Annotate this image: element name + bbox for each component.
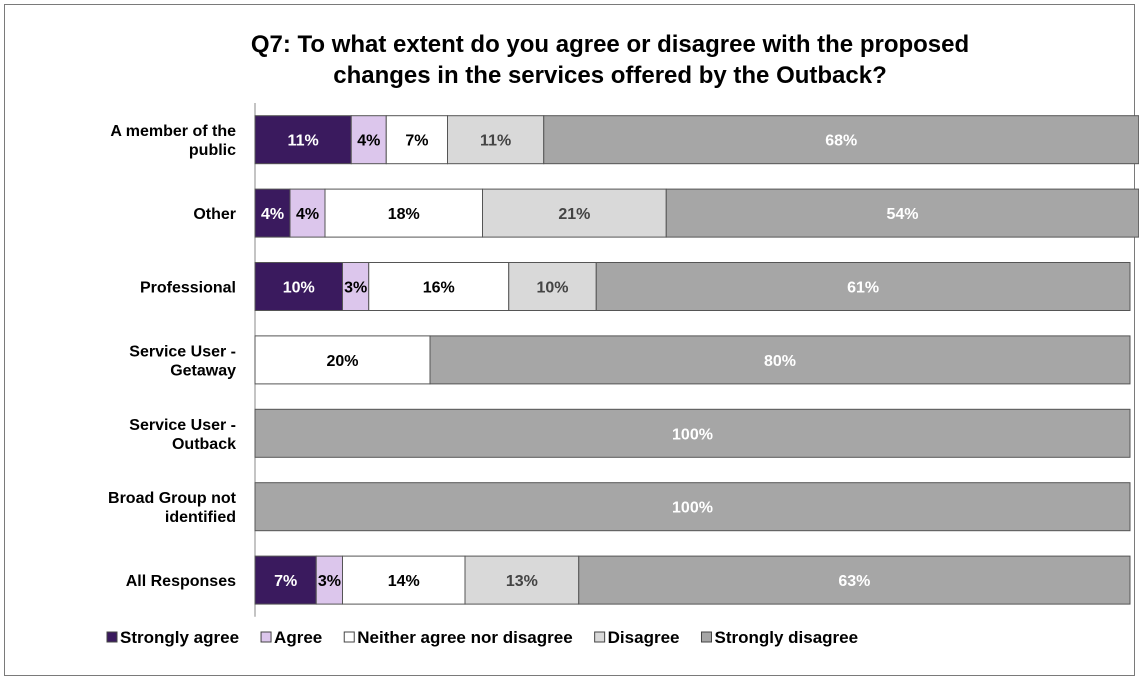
bar-agree-professional: [342, 262, 370, 311]
category-label-line: A member of the: [110, 123, 236, 140]
data-label-strongly-disagree-service-user-getaway: 80%: [764, 353, 796, 370]
data-label-agree-a-member-of-the-public: 4%: [357, 133, 380, 150]
legend-label-agree: Agree: [274, 628, 322, 647]
bar-strongly-disagree-all-responses: [578, 555, 1131, 605]
data-label-disagree-all-responses: 13%: [506, 573, 538, 590]
category-label-line: Service User -: [129, 343, 236, 360]
bar-strongly-disagree-service-user-outback: [254, 408, 1131, 458]
chart-title-line-2: changes in the services offered by the O…: [333, 62, 887, 89]
bar-neither-agree-nor-disagree-professional: [368, 262, 510, 311]
data-label-strongly-disagree-service-user-outback: 100%: [672, 426, 713, 443]
data-label-neither-agree-nor-disagree-professional: 16%: [423, 280, 455, 297]
data-label-strongly-agree-professional: 10%: [283, 280, 315, 297]
bar-strongly-agree-a-member-of-the-public: [254, 115, 352, 165]
data-label-strongly-disagree-a-member-of-the-public: 68%: [825, 133, 857, 150]
data-label-strongly-agree-a-member-of-the-public: 11%: [288, 133, 319, 150]
bar-strongly-disagree-service-user-getaway: [429, 335, 1131, 385]
bar-strongly-disagree-other: [665, 188, 1139, 238]
data-label-strongly-disagree-professional: 61%: [847, 280, 879, 297]
category-label-line: Service User -: [129, 417, 236, 434]
data-label-neither-agree-nor-disagree-all-responses: 14%: [388, 573, 420, 590]
data-label-agree-other: 4%: [296, 206, 319, 223]
category-label-line: identified: [165, 509, 236, 526]
bar-neither-agree-nor-disagree-other: [324, 188, 483, 238]
plot-area: A member of the public 11% 4% 7% 11% 68% Other 4…: [108, 103, 1139, 617]
category-label-line: Other: [193, 206, 236, 223]
category-label-all-responses: All Responses: [126, 573, 236, 590]
bar-strongly-agree-all-responses: [254, 555, 317, 605]
data-label-neither-agree-nor-disagree-a-member-of-the-public: 7%: [405, 133, 428, 150]
data-label-disagree-a-member-of-the-public: 11%: [480, 133, 511, 150]
category-label-line: public: [189, 142, 236, 159]
legend-label-disagree: Disagree: [608, 628, 680, 647]
category-label-a-member-of-the-public: A member of the public: [110, 123, 236, 159]
legend-label-neither-agree-nor-disagree: Neither agree nor disagree: [357, 628, 572, 647]
category-label-line: Getaway: [170, 362, 236, 379]
data-label-agree-all-responses: 3%: [318, 573, 341, 590]
category-label-other: Other: [193, 206, 236, 223]
data-label-strongly-agree-all-responses: 7%: [274, 573, 297, 590]
bar-neither-agree-nor-disagree-service-user-getaway: [254, 335, 431, 385]
data-label-disagree-professional: 10%: [536, 280, 568, 297]
legend-swatch-strongly-disagree: [700, 631, 712, 643]
data-label-strongly-disagree-all-responses: 63%: [838, 573, 870, 590]
category-label-professional: Professional: [140, 280, 236, 297]
category-label-service-user-getaway: Service User - Getaway: [129, 343, 236, 379]
bar-strongly-agree-professional: [254, 262, 343, 311]
data-label-strongly-agree-other: 4%: [261, 206, 284, 223]
data-label-neither-agree-nor-disagree-service-user-getaway: 20%: [326, 353, 358, 370]
legend-swatch-strongly-agree: [106, 631, 118, 643]
legend-label-strongly-disagree: Strongly disagree: [714, 628, 858, 647]
data-label-agree-professional: 3%: [344, 280, 367, 297]
data-label-strongly-disagree-broad-group-not-identified: 100%: [672, 500, 713, 517]
data-label-neither-agree-nor-disagree-other: 18%: [388, 206, 420, 223]
category-label-broad-group-not-identified: Broad Group not identified: [108, 490, 237, 526]
bar-strongly-disagree-professional: [595, 262, 1131, 311]
legend: Strongly agree Agree Neither agree nor dis…: [106, 628, 858, 647]
legend-swatch-disagree: [594, 631, 606, 643]
category-label-line: Outback: [172, 436, 236, 453]
data-label-strongly-disagree-other: 54%: [886, 206, 918, 223]
bar-neither-agree-nor-disagree-all-responses: [342, 555, 466, 605]
category-label-line: Broad Group not: [108, 490, 237, 507]
legend-label-strongly-agree: Strongly agree: [120, 628, 239, 647]
data-label-disagree-other: 21%: [558, 206, 590, 223]
category-label-line: Professional: [140, 280, 236, 297]
legend-swatch-neither-agree-nor-disagree: [343, 631, 355, 643]
bar-disagree-other: [482, 188, 667, 238]
bar-disagree-professional: [508, 262, 597, 311]
bar-disagree-all-responses: [464, 555, 580, 605]
bar-strongly-disagree-a-member-of-the-public: [543, 115, 1139, 165]
category-label-service-user-outback: Service User - Outback: [129, 417, 236, 453]
bar-agree-a-member-of-the-public: [350, 115, 387, 165]
category-label-line: All Responses: [126, 573, 236, 590]
legend-swatch-agree: [260, 631, 272, 643]
chart-title-line-1: Q7: To what extent do you agree or disag…: [251, 31, 969, 58]
bar-strongly-disagree-broad-group-not-identified: [254, 482, 1131, 532]
